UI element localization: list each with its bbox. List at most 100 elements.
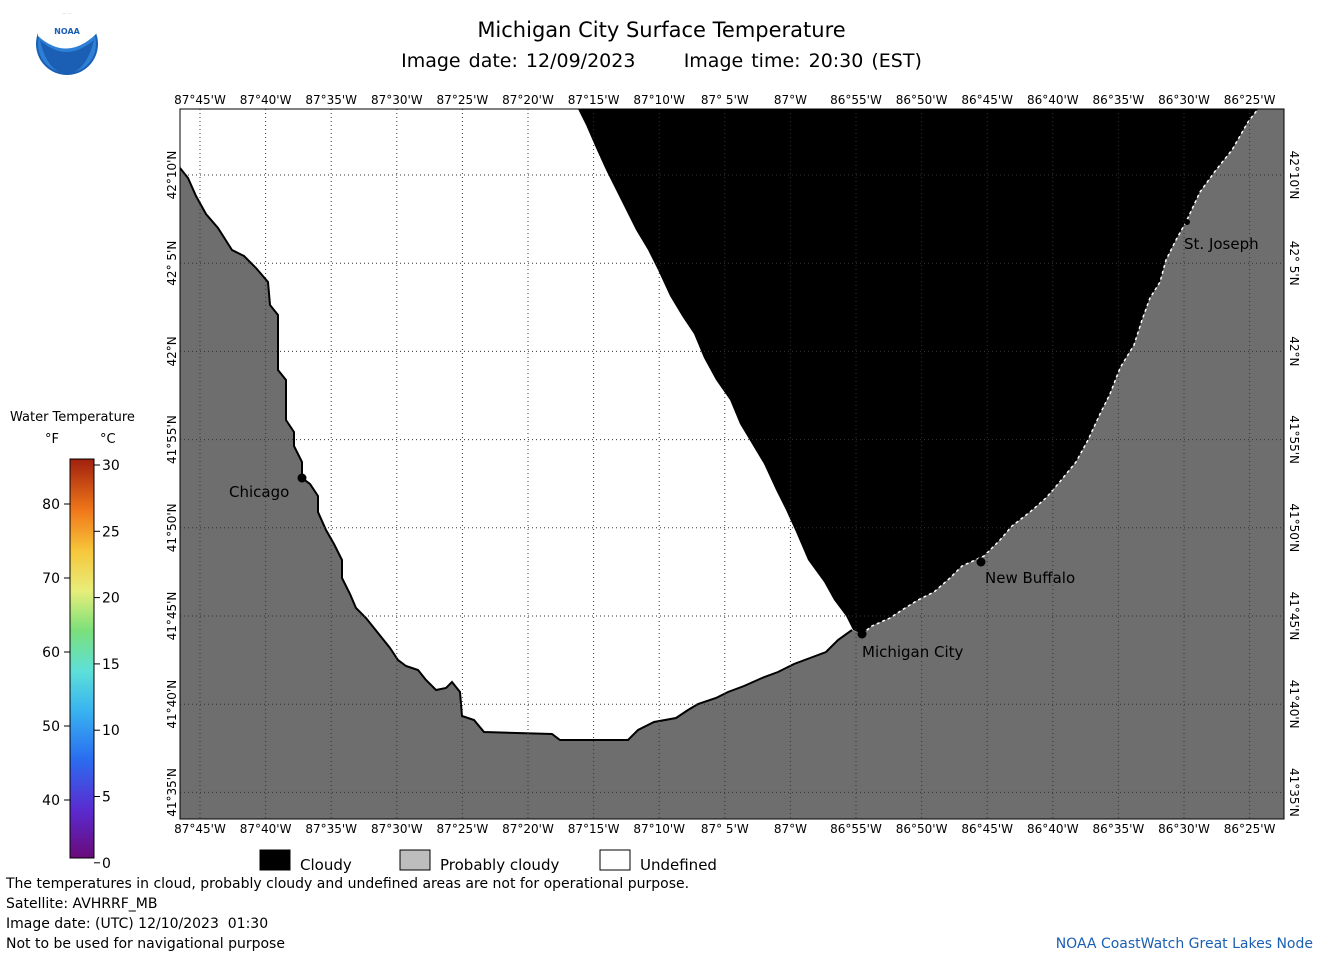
lon-label-top: 86°25'W <box>1224 93 1276 107</box>
lon-label-top: 87°40'W <box>240 93 292 107</box>
lon-label-top: 86°55'W <box>830 93 882 107</box>
city-label: St. Joseph <box>1184 235 1259 253</box>
map-title: Michigan City Surface Temperature <box>477 18 846 42</box>
lat-label-left: 41°45'N <box>165 592 179 641</box>
lon-label-top: 87°25'W <box>437 93 489 107</box>
colorbar-unit-f: °F <box>45 432 59 447</box>
city-marker <box>976 557 986 567</box>
colorbar-label-f: 50 <box>42 719 60 735</box>
lon-label-top: 86°50'W <box>896 93 948 107</box>
cloudy-area <box>578 109 1258 634</box>
legend-label-undefined: Undefined <box>640 856 717 874</box>
colorbar-label-c: 5 <box>102 790 111 806</box>
lat-label-right: 42° 5'N <box>1287 241 1301 286</box>
graticule <box>180 109 1284 819</box>
lat-label-right: 42°10'N <box>1287 151 1301 200</box>
lon-label-top: 87°35'W <box>305 93 357 107</box>
lon-label-top: 86°40'W <box>1027 93 1079 107</box>
lon-label-bottom: 86°45'W <box>961 822 1013 836</box>
lon-label-bottom: 86°55'W <box>830 822 882 836</box>
legend-swatch-cloudy <box>259 849 291 871</box>
colorbar-label-c: 20 <box>102 591 120 607</box>
lat-label-left: 41°35'N <box>165 768 179 817</box>
colorbar-label-c: 0 <box>102 856 111 872</box>
lat-label-left: 41°40'N <box>165 680 179 729</box>
utc-date-text: Image date: (UTC) 12/10/2023 01:30 <box>6 916 269 932</box>
colorbar-label-c: 10 <box>102 723 120 739</box>
lon-label-bottom: 87°20'W <box>502 822 554 836</box>
city-chicago: Chicago <box>229 473 307 501</box>
city-marker <box>297 473 307 483</box>
lon-label-top: 86°30'W <box>1158 93 1210 107</box>
colorbar-label-f: 40 <box>42 793 60 809</box>
city-label: Michigan City <box>862 643 964 661</box>
coastline <box>180 167 853 741</box>
legend-swatch-undefined <box>599 849 631 871</box>
lon-label-top: 86°35'W <box>1093 93 1145 107</box>
lat-label-right: 41°40'N <box>1287 680 1301 729</box>
lat-label-right: 41°50'N <box>1287 503 1301 552</box>
nav-warning-text: Not to be used for navigational purpose <box>6 936 285 952</box>
lon-label-bottom: 87°W <box>774 822 807 836</box>
lat-label-left: 41°55'N <box>165 415 179 464</box>
lon-label-bottom: 86°35'W <box>1093 822 1145 836</box>
colorbar-label-c: 25 <box>102 524 120 540</box>
map-frame <box>179 108 1285 820</box>
disclaimer-text: The temperatures in cloud, probably clou… <box>6 876 690 892</box>
lon-label-top: 87°30'W <box>371 93 423 107</box>
lon-label-bottom: 87°40'W <box>240 822 292 836</box>
image-date: Image date: 12/09/2023 <box>401 50 636 72</box>
lon-label-top: 87°45'W <box>174 93 226 107</box>
noaa-logo-text: NOAA <box>54 27 80 36</box>
city-new-buffalo: New Buffalo <box>976 557 1075 587</box>
lat-label-left: 41°50'N <box>165 503 179 552</box>
legend-label-probably-cloudy: Probably cloudy <box>440 856 559 874</box>
lon-label-bottom: 87°30'W <box>371 822 423 836</box>
lon-label-top: 87° 5'W <box>701 93 749 107</box>
lat-label-right: 41°35'N <box>1287 768 1301 817</box>
city-marker <box>857 629 867 639</box>
lon-label-top: 87°10'W <box>633 93 685 107</box>
lon-label-bottom: 86°50'W <box>896 822 948 836</box>
land-west <box>180 109 1284 819</box>
lon-label-bottom: 87°15'W <box>568 822 620 836</box>
credit-text: NOAA CoastWatch Great Lakes Node <box>1055 936 1313 952</box>
legend-label-cloudy: Cloudy <box>300 856 352 874</box>
lon-label-bottom: 87°35'W <box>305 822 357 836</box>
city-label: Chicago <box>229 483 289 501</box>
lat-label-left: 42°10'N <box>165 151 179 200</box>
lon-label-top: 87°15'W <box>568 93 620 107</box>
legend: Cloudy Probably cloudy Undefined <box>259 849 717 874</box>
noaa-logo-icon: NOAA <box>36 13 98 75</box>
lon-label-top: 87°W <box>774 93 807 107</box>
city-marker <box>1184 219 1190 225</box>
lat-label-right: 41°45'N <box>1287 592 1301 641</box>
map-area <box>180 109 1284 819</box>
colorbar-unit-c: °C <box>100 432 116 447</box>
satellite-text: Satellite: AVHRRF_MB <box>6 896 158 912</box>
colorbar-label-f: 80 <box>42 497 60 513</box>
lon-label-bottom: 87°45'W <box>174 822 226 836</box>
lat-label-left: 42°N <box>165 336 179 366</box>
lon-label-bottom: 86°25'W <box>1224 822 1276 836</box>
lat-label-right: 41°55'N <box>1287 415 1301 464</box>
lat-label-right: 42°N <box>1287 336 1301 366</box>
colorbar-gradient <box>69 458 95 859</box>
image-time: Image time: 20:30 (EST) <box>683 50 922 72</box>
colorbar-label-c: 30 <box>102 458 120 474</box>
lon-label-bottom: 86°40'W <box>1027 822 1079 836</box>
city-michigan-city: Michigan City <box>857 629 964 661</box>
lon-label-top: 87°20'W <box>502 93 554 107</box>
image-datetime: Image date: 12/09/2023 Image time: 20:30… <box>0 50 1323 72</box>
lon-label-top: 86°45'W <box>961 93 1013 107</box>
colorbar-title: Water Temperature <box>10 410 135 425</box>
lon-label-bottom: 86°30'W <box>1158 822 1210 836</box>
city-label: New Buffalo <box>985 569 1075 587</box>
lon-label-bottom: 87°25'W <box>437 822 489 836</box>
colorbar-label-f: 60 <box>42 645 60 661</box>
colorbar-label-c: 15 <box>102 657 120 673</box>
legend-swatch-probably-cloudy <box>399 849 431 871</box>
colorbar-label-f: 70 <box>42 571 60 587</box>
